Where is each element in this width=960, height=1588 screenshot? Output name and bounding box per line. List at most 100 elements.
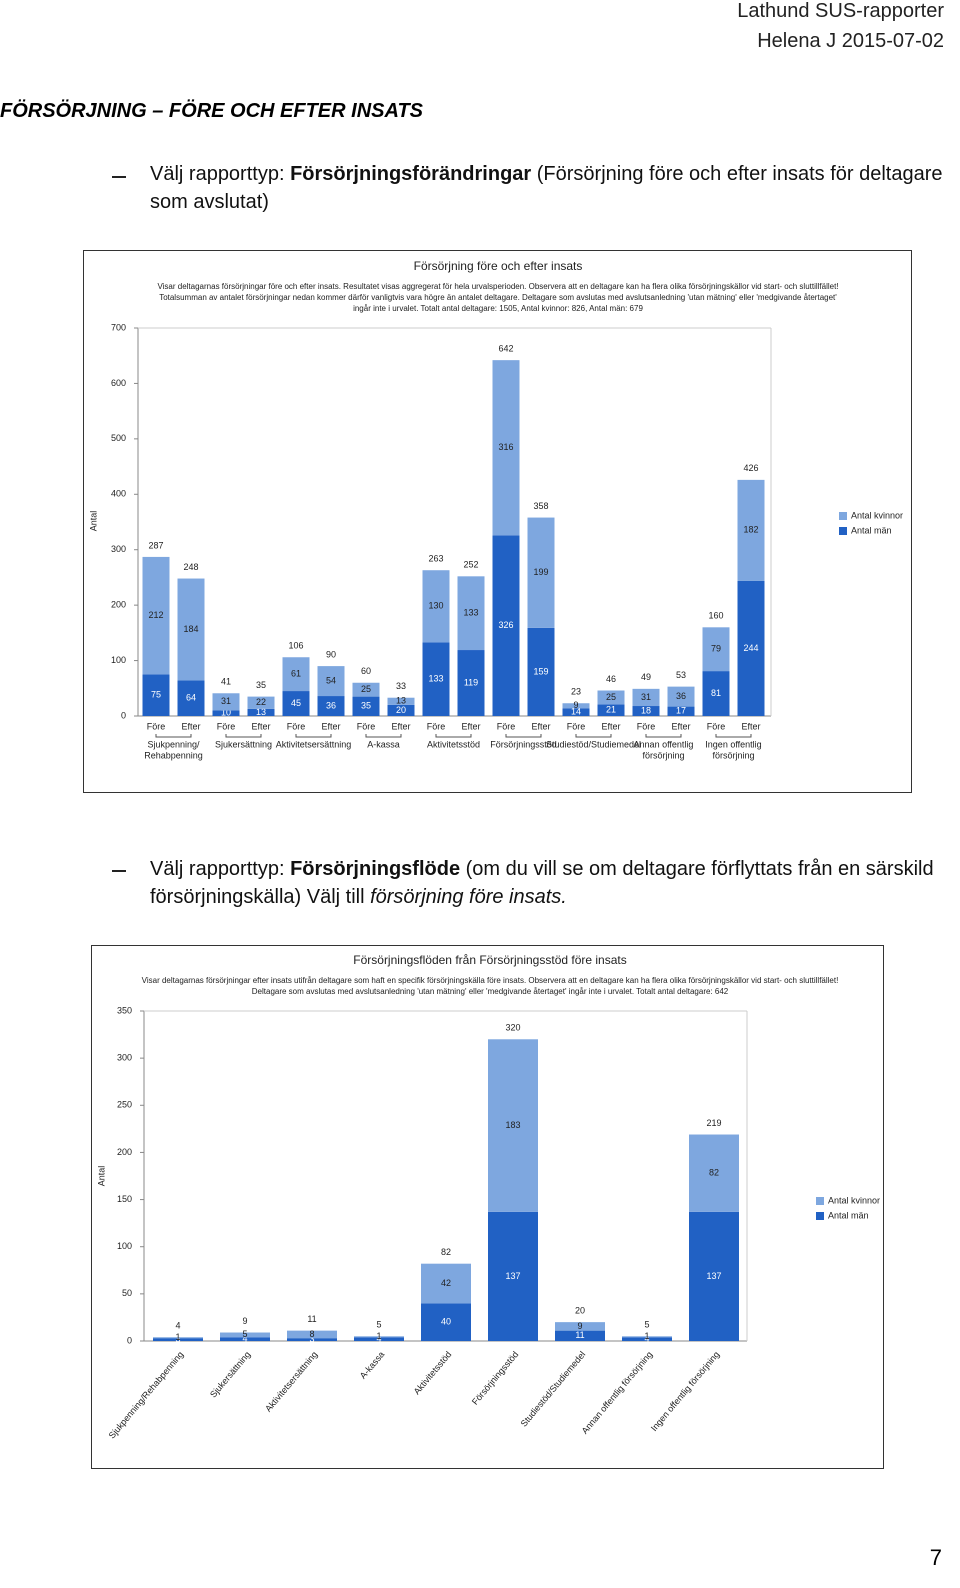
total-label: 642 [498, 344, 513, 354]
heading: FÖRSÖRJNING – FÖRE OCH EFTER INSATS [0, 100, 423, 122]
bullet: Välj rapporttyp: Försörjningsförändringa… [150, 160, 950, 216]
value-label: 137 [505, 1271, 520, 1281]
value-label: 182 [743, 525, 758, 535]
bar-segment [153, 1337, 203, 1339]
bar-segment [422, 642, 450, 716]
value-label: 61 [291, 669, 301, 679]
value-label: 1 [644, 1331, 649, 1341]
chart-title: Försörjningsflöden från Försörjningsstöd… [353, 953, 626, 967]
value-label: 22 [256, 697, 266, 707]
bar-segment [597, 704, 625, 716]
group-bracket [365, 734, 402, 738]
x-tick-label: Studiestöd/Studiemedel [519, 1349, 588, 1428]
bar-segment [488, 1039, 538, 1212]
x-tick-label: Efter [321, 721, 340, 731]
value-label: 25 [606, 692, 616, 702]
bar-segment [421, 1263, 471, 1304]
bullet: Välj rapporttyp: Försörjningsflöde (om d… [150, 855, 950, 911]
group-label: försörjning [642, 750, 684, 760]
value-label: 4 [376, 1333, 381, 1343]
bar-segment [153, 1338, 203, 1341]
value-label: 212 [148, 610, 163, 620]
group-label: Sjukpenning/ [147, 739, 200, 749]
x-tick-label: Före [427, 721, 446, 731]
header-line: Lathund SUS-rapporter [737, 0, 944, 22]
value-label: 199 [533, 567, 548, 577]
value-label: 45 [291, 698, 301, 708]
chart-description: Visar deltagarnas försörjningar efter in… [142, 976, 839, 985]
y-tick-label: 0 [121, 710, 126, 720]
total-label: 90 [326, 649, 336, 659]
x-tick-label: Sjukpenning/Rehabpenning [107, 1349, 186, 1440]
value-label: 316 [498, 442, 513, 452]
y-tick-label: 150 [117, 1194, 132, 1204]
total-label: 426 [743, 463, 758, 473]
text: Välj rapporttyp: [150, 858, 291, 880]
x-tick-label: Före [637, 721, 656, 731]
bar-segment [212, 710, 240, 716]
legend-label: Antal män [851, 525, 892, 535]
group-label: Sjukersättning [215, 739, 272, 749]
value-label: 11 [575, 1330, 584, 1340]
total-label: 11 [307, 1314, 316, 1324]
total-label: 248 [183, 562, 198, 572]
bar-segment [689, 1134, 739, 1212]
x-tick-label: Efter [531, 721, 550, 731]
x-tick-label: A-kassa [358, 1349, 387, 1380]
bar-segment [622, 1336, 672, 1338]
legend-label: Antal kvinnor [828, 1195, 880, 1205]
bold-text: Försörjningsförändringar [290, 163, 532, 185]
group-label: Aktivitetsersättning [276, 739, 352, 749]
x-tick-label: Ingen offentlig försörjning [649, 1349, 722, 1433]
text: Välj rapporttyp: [150, 163, 291, 185]
value-label: 4 [644, 1333, 649, 1343]
value-label: 20 [396, 705, 406, 715]
y-tick-label: 100 [111, 655, 126, 665]
y-tick-label: 50 [122, 1288, 132, 1298]
value-label: 133 [428, 674, 443, 684]
x-tick-label: Efter [601, 721, 620, 731]
bold-text: Försörjningsflöde [290, 858, 461, 880]
header-line: Helena J 2015-07-02 [757, 30, 944, 52]
value-label: 3 [309, 1334, 314, 1344]
legend-swatch [839, 512, 847, 520]
total-label: 263 [428, 554, 443, 564]
y-tick-label: 100 [117, 1241, 132, 1251]
y-tick-label: 350 [117, 1005, 132, 1015]
bar-segment [667, 686, 695, 707]
y-tick-label: 400 [111, 489, 126, 499]
chart-title: Försörjning före och efter insats [414, 259, 583, 273]
group-label: Försörjningsstöd [490, 739, 557, 749]
group-bracket [645, 734, 682, 738]
total-label: 23 [571, 687, 581, 697]
value-label: 244 [743, 643, 758, 653]
chart-description: ingår inte i urvalet. Totalt antal delta… [353, 304, 643, 313]
bar-segment [142, 556, 170, 675]
value-label: 35 [361, 701, 371, 711]
group-label: Studiestöd/Studiemedel [546, 739, 641, 749]
x-tick-label: Aktivitetsstöd [412, 1349, 454, 1396]
x-tick-label: Efter [391, 721, 410, 731]
total-label: 60 [361, 666, 371, 676]
group-label: A-kassa [367, 739, 400, 749]
y-tick-label: 600 [111, 378, 126, 388]
chart: Försörjningsflöden från Försörjningsstöd… [91, 945, 884, 1469]
value-label: 25 [361, 684, 371, 694]
bar-segment [282, 657, 310, 692]
bar-segment [492, 360, 520, 536]
x-tick-label: Aktivitetsersättning [263, 1349, 319, 1413]
value-label: 5 [242, 1329, 247, 1339]
bar-segment [492, 535, 520, 716]
y-tick-label: 300 [111, 544, 126, 554]
total-label: 5 [644, 1320, 649, 1330]
value-label: 130 [428, 601, 443, 611]
y-tick-label: 300 [117, 1053, 132, 1063]
total-label: 5 [376, 1320, 381, 1330]
bar-segment [142, 674, 170, 716]
value-label: 79 [711, 644, 721, 654]
value-label: 1 [376, 1331, 381, 1341]
dash [112, 870, 126, 872]
group-label: Ingen offentlig [705, 739, 761, 749]
group-label: försörjning [712, 750, 754, 760]
